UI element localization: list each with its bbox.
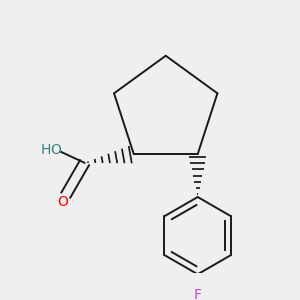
Text: H: H	[40, 142, 51, 157]
Text: F: F	[194, 288, 202, 300]
Text: O: O	[57, 195, 68, 209]
Text: O: O	[50, 142, 61, 157]
